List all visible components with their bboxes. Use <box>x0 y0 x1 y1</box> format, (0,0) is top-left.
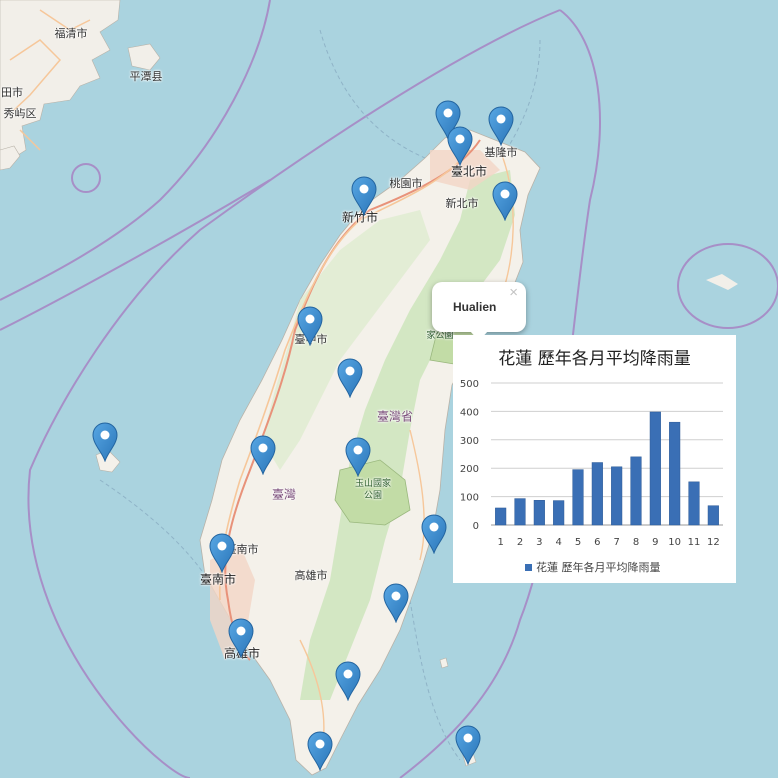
map-marker-kaohsiung[interactable] <box>228 618 254 658</box>
map-marker-lanyu[interactable] <box>455 725 481 765</box>
x-tick-label: 4 <box>555 537 561 548</box>
bar-month-11 <box>688 481 700 526</box>
map-marker-taitung[interactable] <box>383 583 409 623</box>
map-marker-tamsui[interactable] <box>435 100 461 140</box>
y-tick-label: 400 <box>460 407 479 418</box>
y-tick-label: 500 <box>460 379 479 390</box>
map-marker-hengchun[interactable] <box>307 731 333 771</box>
x-tick-label: 7 <box>613 537 619 548</box>
x-tick-label: 11 <box>688 537 701 548</box>
y-tick-label: 100 <box>460 493 479 504</box>
x-tick-label: 9 <box>652 537 658 548</box>
place-label-tainan: 臺南市 <box>199 572 237 587</box>
park-label-line2: 公園 <box>363 491 383 501</box>
place-label-xiuyu: 秀屿区 <box>3 107 37 120</box>
chart-title: 花蓮 歷年各月平均降雨量 <box>498 349 691 369</box>
map-marker-chenggong[interactable] <box>421 514 447 554</box>
x-tick-label: 1 <box>497 537 503 548</box>
map-pin-icon <box>455 725 481 765</box>
map-pin-icon <box>488 106 514 146</box>
bar-month-7 <box>611 466 623 526</box>
legend-label: 花蓮 歷年各月平均降雨量 <box>536 561 661 574</box>
map-marker-taichung[interactable] <box>297 306 323 346</box>
place-label-kaohsiung: 高雄市 <box>294 569 328 582</box>
map-marker-tainan[interactable] <box>209 533 235 573</box>
map-pin-icon <box>92 422 118 462</box>
map-pin-icon <box>421 514 447 554</box>
y-tick-label: 200 <box>460 464 479 475</box>
map-marker-yushan[interactable] <box>345 437 371 477</box>
bar-month-10 <box>669 421 681 526</box>
park2-label-line2: 家公園 <box>426 331 454 341</box>
location-popup[interactable]: Hualien × <box>432 282 526 332</box>
map-marker-yilan-north[interactable] <box>492 181 518 221</box>
legend-swatch <box>525 564 532 571</box>
bar-month-2 <box>514 498 526 526</box>
map-pin-icon <box>435 100 461 140</box>
map-pin-icon <box>492 181 518 221</box>
map-pin-icon <box>307 731 333 771</box>
map-marker-keelung[interactable] <box>488 106 514 146</box>
map-marker-hsinchu[interactable] <box>351 176 377 216</box>
bar-month-12 <box>707 505 719 526</box>
x-tick-label: 10 <box>668 537 681 548</box>
place-label-newtaipei: 新北市 <box>445 197 479 210</box>
park-label-line1: 玉山國家 <box>354 479 392 489</box>
x-tick-label: 3 <box>536 537 542 548</box>
map-pin-icon <box>209 533 235 573</box>
x-tick-label: 12 <box>707 537 720 548</box>
place-label-fuqing: 福清市 <box>54 27 88 40</box>
x-tick-label: 2 <box>517 537 523 548</box>
bar-month-3 <box>533 500 545 526</box>
map-pin-icon <box>297 306 323 346</box>
bar-month-1 <box>495 507 507 526</box>
map-marker-dawu[interactable] <box>335 661 361 701</box>
place-label-hsinchu: 新竹市 <box>341 210 379 225</box>
x-tick-label: 6 <box>594 537 600 548</box>
y-tick-label: 300 <box>460 436 479 447</box>
bar-month-8 <box>630 456 642 526</box>
map-marker-taipei[interactable] <box>447 126 473 166</box>
place-label-pingtan: 平潭县 <box>129 70 163 83</box>
rainfall-chart-card: 花蓮 歷年各月平均降雨量 0 100 200 300 400 500 1 2 3 4 5 6 7 8 9 10… <box>453 335 736 583</box>
place-label-taipei: 臺北市 <box>450 164 488 179</box>
y-tick-label: 0 <box>473 521 479 532</box>
x-tick-label: 8 <box>633 537 639 548</box>
x-tick-label: 5 <box>575 537 581 548</box>
bar-month-4 <box>553 500 565 526</box>
bar-month-9 <box>649 411 661 526</box>
chart-legend[interactable]: 花蓮 歷年各月平均降雨量 <box>525 559 661 575</box>
map-pin-icon <box>351 176 377 216</box>
place-label-putian: 田市 <box>1 86 23 99</box>
map-pin-icon <box>228 618 254 658</box>
bar-month-6 <box>591 462 603 526</box>
place-label-taoyuan: 桃園市 <box>389 177 423 190</box>
place-label-taiwan: 臺灣 <box>271 487 297 502</box>
bar-month-5 <box>572 469 584 526</box>
map-pin-icon <box>250 435 276 475</box>
map-pin-icon <box>335 661 361 701</box>
popup-close-button[interactable]: × <box>509 284 518 301</box>
map-marker-sun-moon[interactable] <box>337 358 363 398</box>
map-pin-icon <box>383 583 409 623</box>
map-pin-icon <box>337 358 363 398</box>
park-label-yushan: 玉山國家 公園 <box>355 478 391 502</box>
place-label-keelung: 基隆市 <box>484 146 518 159</box>
popup-title: Hualien <box>453 300 497 314</box>
map-marker-chiayi[interactable] <box>250 435 276 475</box>
place-label-taiwan-province: 臺灣省 <box>376 409 414 424</box>
map-pin-icon <box>345 437 371 477</box>
map-pin-icon <box>447 126 473 166</box>
map-marker-penghu[interactable] <box>92 422 118 462</box>
